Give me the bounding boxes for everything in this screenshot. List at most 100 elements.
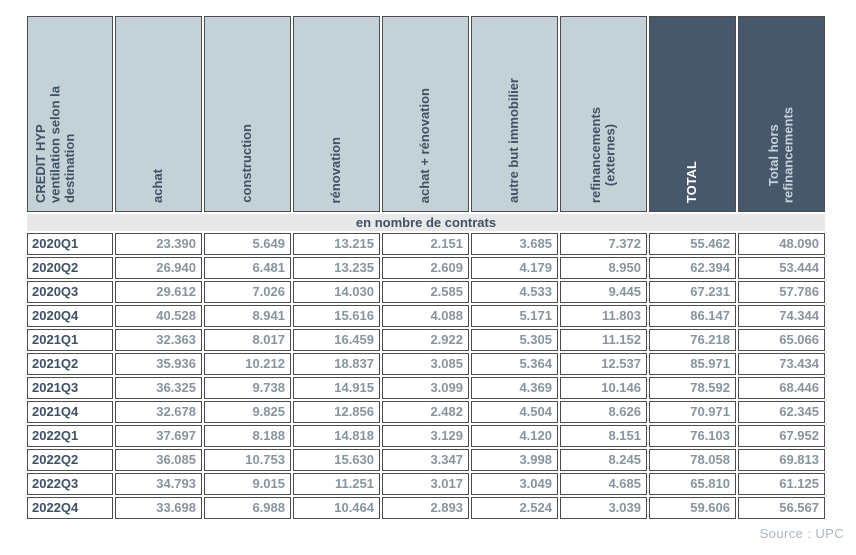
table-cell: 3.017 [382, 473, 469, 495]
table-cell: 6.988 [204, 497, 291, 519]
table-cell: 12.537 [560, 353, 647, 375]
table-cell: 10.212 [204, 353, 291, 375]
row-label-2020Q3: 2020Q3 [27, 281, 113, 303]
table-cell: 68.446 [738, 377, 825, 399]
table-cell: 2.524 [471, 497, 558, 519]
table-body: en nombre de contrats 2020Q1 23.390 5.649 1… [27, 214, 825, 519]
table-cell: 4.685 [560, 473, 647, 495]
table-cell: 5.649 [204, 233, 291, 255]
table-cell: 16.459 [293, 329, 380, 351]
table-cell: 32.363 [115, 329, 202, 351]
table-cell: 11.251 [293, 473, 380, 495]
table-cell: 36.085 [115, 449, 202, 471]
row-label-2021Q1: 2021Q1 [27, 329, 113, 351]
table-cell: 76.103 [649, 425, 736, 447]
table-cell: 4.179 [471, 257, 558, 279]
table-cell: 9.825 [204, 401, 291, 423]
table-cell: 37.697 [115, 425, 202, 447]
table-row: 2022Q3 34.793 9.015 11.251 3.017 3.049 4.685 65… [27, 473, 825, 495]
row-label-2022Q2: 2022Q2 [27, 449, 113, 471]
table-row: 2022Q4 33.698 6.988 10.464 2.893 2.524 3.039 59… [27, 497, 825, 519]
table-row: 2020Q1 23.390 5.649 13.215 2.151 3.685 7.372 55… [27, 233, 825, 255]
table-cell: 3.685 [471, 233, 558, 255]
table-cell: 34.793 [115, 473, 202, 495]
table-cell: 8.188 [204, 425, 291, 447]
column-header-total: TOTAL [649, 16, 736, 212]
table-cell: 2.482 [382, 401, 469, 423]
table-cell: 32.678 [115, 401, 202, 423]
row-label-2022Q4: 2022Q4 [27, 497, 113, 519]
credit-hyp-table: CREDIT HYP ventilation selon la destinat… [25, 14, 827, 521]
table-cell: 85.971 [649, 353, 736, 375]
table-cell: 14.818 [293, 425, 380, 447]
table-row: 2021Q3 36.325 9.738 14.915 3.099 4.369 10.146 7… [27, 377, 825, 399]
table-row: 2022Q1 37.697 8.188 14.818 3.129 4.120 8.151 76… [27, 425, 825, 447]
table-cell: 10.753 [204, 449, 291, 471]
table-cell: 11.803 [560, 305, 647, 327]
row-label-2020Q2: 2020Q2 [27, 257, 113, 279]
table-cell: 6.481 [204, 257, 291, 279]
unit-band-row: en nombre de contrats [27, 214, 825, 231]
table-cell: 73.434 [738, 353, 825, 375]
column-header-refinancements-externes: refinancements (externes) [560, 16, 647, 212]
row-label-2021Q2: 2021Q2 [27, 353, 113, 375]
table-cell: 3.049 [471, 473, 558, 495]
table-row: 2021Q1 32.363 8.017 16.459 2.922 5.305 11.152 7… [27, 329, 825, 351]
table-row: 2020Q2 26.940 6.481 13.235 2.609 4.179 8.950 62… [27, 257, 825, 279]
table-header: CREDIT HYP ventilation selon la destinat… [27, 16, 825, 212]
table-cell: 8.941 [204, 305, 291, 327]
table-cell: 10.146 [560, 377, 647, 399]
row-label-2022Q1: 2022Q1 [27, 425, 113, 447]
table-cell: 15.630 [293, 449, 380, 471]
table-row: 2020Q4 40.528 8.941 15.616 4.088 5.171 11.803 8… [27, 305, 825, 327]
table-row: 2020Q3 29.612 7.026 14.030 2.585 4.533 9.445 67… [27, 281, 825, 303]
table-cell: 23.390 [115, 233, 202, 255]
table-row: 2021Q2 35.936 10.212 18.837 3.085 5.364 12.537… [27, 353, 825, 375]
table-cell: 2.922 [382, 329, 469, 351]
table-cell: 3.085 [382, 353, 469, 375]
table-cell: 65.066 [738, 329, 825, 351]
table-cell: 62.345 [738, 401, 825, 423]
table-cell: 61.125 [738, 473, 825, 495]
table-cell: 7.026 [204, 281, 291, 303]
table-cell: 57.786 [738, 281, 825, 303]
table-cell: 53.444 [738, 257, 825, 279]
table-cell: 8.950 [560, 257, 647, 279]
table-cell: 9.445 [560, 281, 647, 303]
row-label-2020Q1: 2020Q1 [27, 233, 113, 255]
row-label-2022Q3: 2022Q3 [27, 473, 113, 495]
table-cell: 5.364 [471, 353, 558, 375]
table-cell: 11.152 [560, 329, 647, 351]
header-row: CREDIT HYP ventilation selon la destinat… [27, 16, 825, 212]
table-cell: 5.171 [471, 305, 558, 327]
table-cell: 3.129 [382, 425, 469, 447]
table-cell: 76.218 [649, 329, 736, 351]
table-cell: 14.030 [293, 281, 380, 303]
row-label-2020Q4: 2020Q4 [27, 305, 113, 327]
table-cell: 8.626 [560, 401, 647, 423]
table-cell: 3.099 [382, 377, 469, 399]
corner-header-label: CREDIT HYP ventilation selon la destinat… [33, 85, 78, 203]
table-cell: 55.462 [649, 233, 736, 255]
table-cell: 13.235 [293, 257, 380, 279]
source-label: Source : UPC [759, 526, 844, 541]
table-cell: 4.504 [471, 401, 558, 423]
table-cell: 2.609 [382, 257, 469, 279]
table-cell: 2.585 [382, 281, 469, 303]
table-cell: 4.369 [471, 377, 558, 399]
table-cell: 4.533 [471, 281, 558, 303]
table-cell: 3.347 [382, 449, 469, 471]
table-cell: 5.305 [471, 329, 558, 351]
table-cell: 7.372 [560, 233, 647, 255]
table-cell: 36.325 [115, 377, 202, 399]
table-cell: 78.058 [649, 449, 736, 471]
row-label-2021Q4: 2021Q4 [27, 401, 113, 423]
unit-band-label: en nombre de contrats [27, 214, 825, 231]
table-cell: 78.592 [649, 377, 736, 399]
table-cell: 59.606 [649, 497, 736, 519]
column-header-achat: achat [115, 16, 202, 212]
table-cell: 4.120 [471, 425, 558, 447]
column-header-total-hors-refinancements: Total hors refinancements [738, 16, 825, 212]
table-cell: 12.856 [293, 401, 380, 423]
